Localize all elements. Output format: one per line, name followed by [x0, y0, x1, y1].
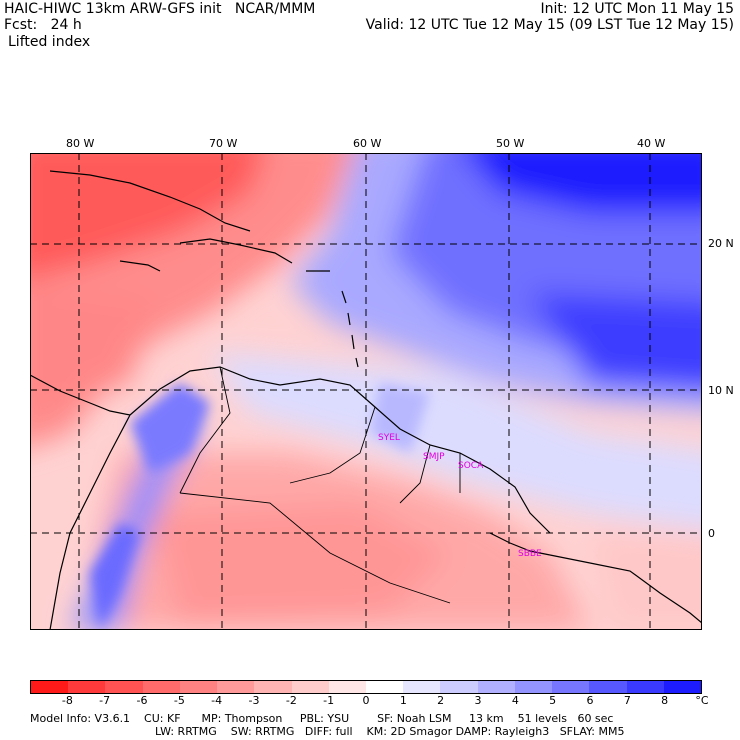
colorbar-tick-label: 3	[474, 694, 482, 707]
field-name: Lifted index	[8, 34, 91, 50]
station-smjp: SMJP	[423, 452, 445, 462]
colorbar-swatch	[254, 681, 292, 693]
colorbar-swatch	[440, 681, 478, 693]
colorbar-tick-label: 7	[623, 694, 631, 707]
map-title: HAIC-HIWC 13km ARW-GFS init NCAR/MMM	[4, 1, 316, 17]
colorbar-tick-label: 6	[586, 694, 594, 707]
colorbar-tick-label: 1	[399, 694, 407, 707]
colorbar-swatch	[552, 681, 590, 693]
colorbar-swatch	[105, 681, 143, 693]
colorbar-swatch	[403, 681, 441, 693]
station-sbbe: SBBE	[518, 549, 542, 559]
lat-label-10n: 10 N	[708, 384, 734, 397]
colorbar-swatch	[365, 681, 404, 693]
lon-label-70w: 70 W	[209, 137, 238, 150]
colorbar-swatch	[142, 681, 180, 693]
valid-time: Valid: 12 UTC Tue 12 May 15 (09 LST Tue …	[365, 17, 734, 33]
colorbar-tick-label: 4	[511, 694, 519, 707]
model-info-line2: LW: RRTMG SW: RRTMG DIFF: full KM: 2D Sm…	[155, 725, 625, 738]
colorbar-tick-label: -5	[173, 694, 185, 707]
colorbar-tick-label: -3	[248, 694, 260, 707]
lon-label-80w: 80 W	[66, 137, 95, 150]
colorbar-tick-label: -6	[136, 694, 148, 707]
colorbar-swatch	[328, 681, 366, 693]
colorbar-swatch	[477, 681, 515, 693]
station-soca: SOCA	[458, 461, 484, 471]
colorbar-swatch	[217, 681, 255, 693]
colorbar-unit: °C	[695, 694, 709, 707]
colorbar-tick-label: 2	[437, 694, 445, 707]
lifted-index-map: SYEL SMJP SOCA SBBE	[30, 153, 702, 630]
colorbar-swatch	[663, 681, 701, 693]
colorbar-tick-label: -2	[285, 694, 297, 707]
lon-label-40w: 40 W	[637, 137, 666, 150]
station-syel: SYEL	[378, 433, 400, 443]
colorbar-swatch	[291, 681, 329, 693]
colorbar-tick-label: 5	[549, 694, 557, 707]
forecast-hour: Fcst: 24 h	[4, 17, 82, 33]
colorbar	[30, 680, 702, 694]
lon-label-50w: 50 W	[496, 137, 525, 150]
model-info-line1: Model Info: V3.6.1 CU: KF MP: Thompson P…	[30, 712, 614, 725]
lon-label-60w: 60 W	[353, 137, 382, 150]
colorbar-swatch	[589, 681, 627, 693]
lat-label-20n: 20 N	[708, 237, 734, 250]
colorbar-tick-label: -7	[99, 694, 111, 707]
colorbar-tick-label: 0	[362, 694, 370, 707]
colorbar-swatch	[179, 681, 218, 693]
colorbar-tick-label: -8	[61, 694, 73, 707]
colorbar-swatch	[68, 681, 106, 693]
init-time: Init: 12 UTC Mon 11 May 15	[540, 1, 734, 17]
colorbar-tick-label: -4	[211, 694, 223, 707]
map-canvas: SYEL SMJP SOCA SBBE	[30, 153, 702, 630]
colorbar-swatch	[514, 681, 553, 693]
colorbar-swatch	[31, 681, 69, 693]
colorbar-tick-label: 8	[661, 694, 669, 707]
colorbar-swatch	[626, 681, 664, 693]
map-frame	[30, 153, 702, 630]
lat-label-0: 0	[708, 527, 715, 540]
colorbar-tick-label: -1	[323, 694, 335, 707]
